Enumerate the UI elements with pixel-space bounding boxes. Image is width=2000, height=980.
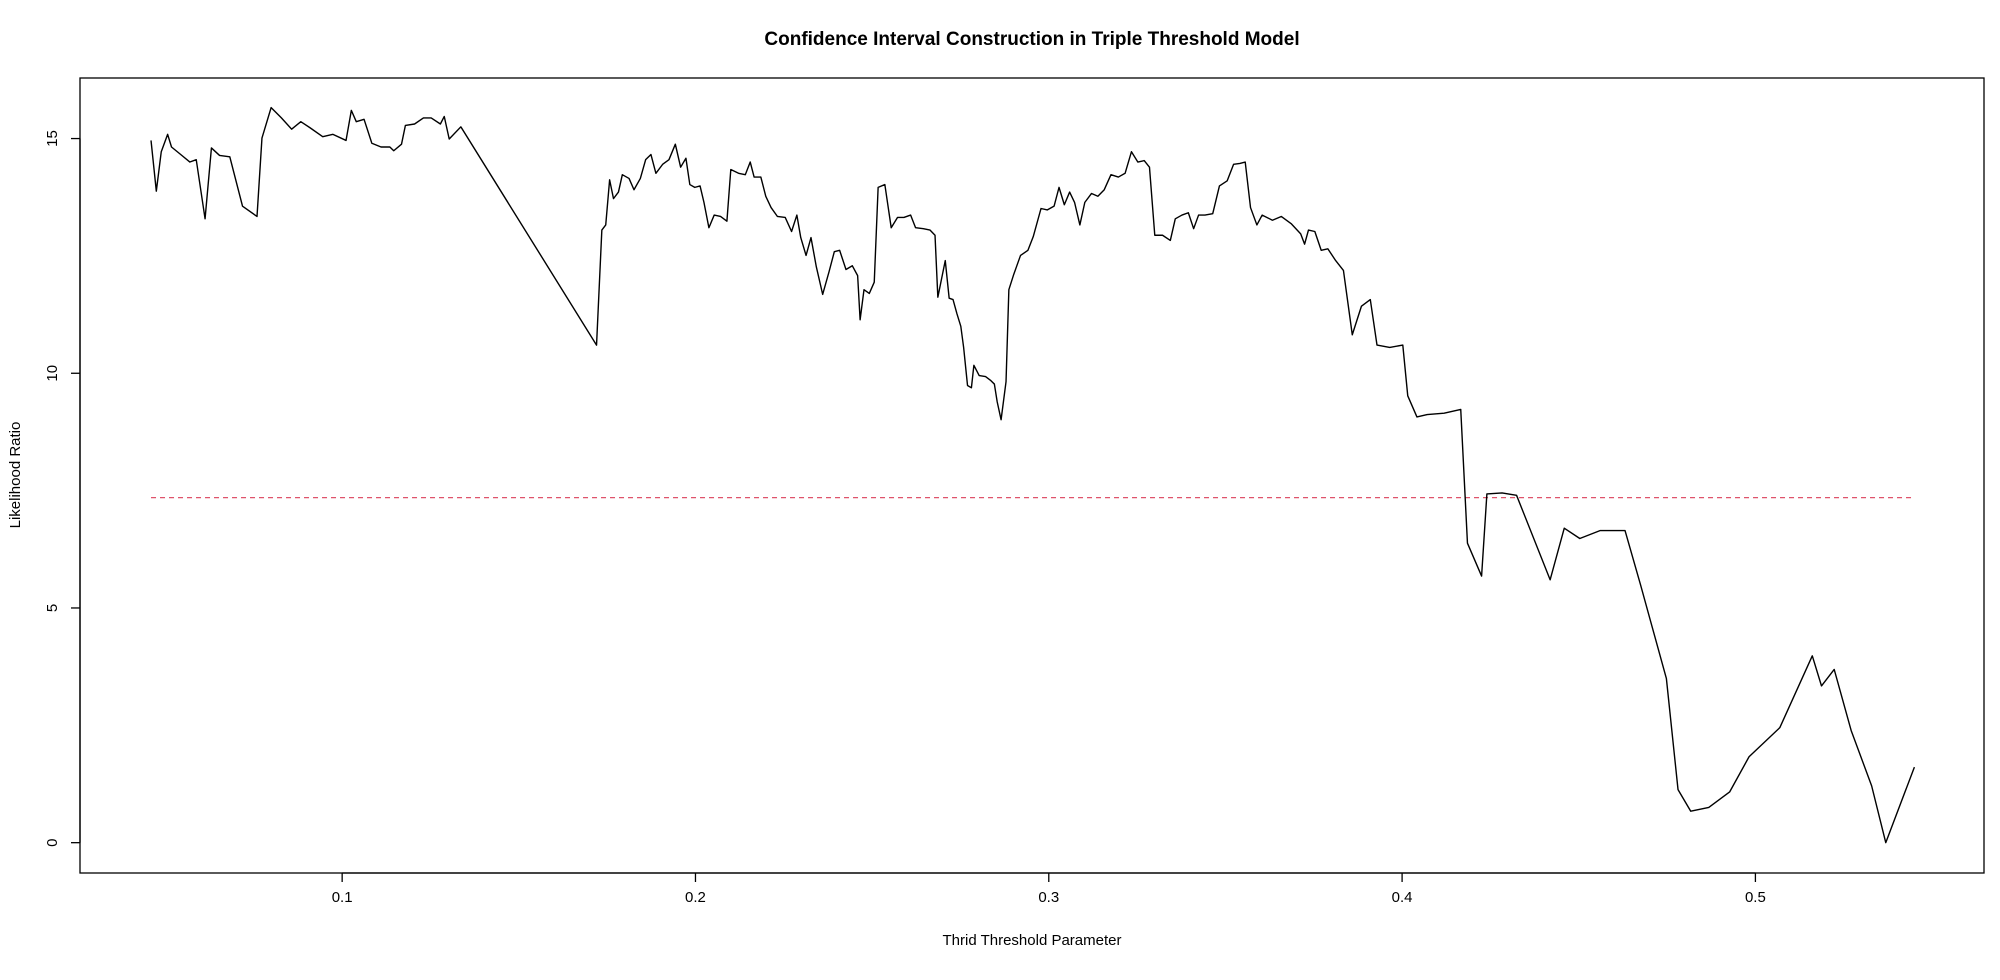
x-tick-label: 0.2 <box>685 889 706 906</box>
x-tick-label: 0.1 <box>332 889 353 906</box>
x-axis-label: Thrid Threshold Parameter <box>943 932 1122 949</box>
x-tick-label: 0.4 <box>1392 889 1413 906</box>
y-tick-label: 0 <box>44 839 61 847</box>
y-tick-label: 10 <box>44 365 61 382</box>
chart-title: Confidence Interval Construction in Trip… <box>764 29 1299 50</box>
y-axis-label: Likelihood Ratio <box>7 422 24 529</box>
y-tick-label: 15 <box>44 130 61 147</box>
plot-frame <box>79 77 1985 874</box>
x-tick-label: 0.3 <box>1038 889 1059 906</box>
x-tick-label: 0.5 <box>1745 889 1766 906</box>
y-tick-label: 5 <box>44 604 61 612</box>
data-line <box>150 106 1916 844</box>
